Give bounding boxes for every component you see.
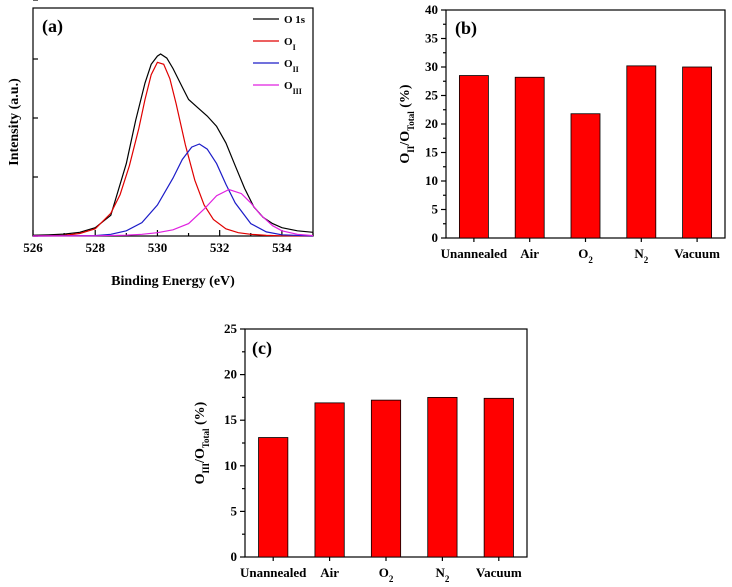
panel-b-y-tick-label: 25 — [425, 88, 439, 103]
series-line-OI — [32, 61, 314, 237]
panel-b-label: (b) — [455, 18, 477, 39]
series-line-O1s — [32, 53, 314, 236]
x-tick-label-n: N2 — [435, 565, 449, 584]
panel-a: 526 528 530 532 534 Binding Energy (eV) Intens… — [7, 0, 314, 289]
legend-entry-sub: II — [293, 65, 299, 74]
panel-b-y-tick-label: 0 — [432, 230, 439, 245]
panel-b-y-tick-label: 35 — [425, 31, 439, 46]
panel-a-frame — [32, 7, 314, 237]
panel-c-y-tick-label: 25 — [224, 321, 238, 336]
x-tick-label-vacuum: Vacuum — [476, 565, 522, 580]
legend-entry: OI — [284, 36, 296, 52]
legend-entry-main: O — [284, 36, 293, 48]
y-title-main: O — [398, 153, 413, 164]
panel-a-y-axis-title: Intensity (a.u.) — [7, 78, 22, 166]
legend-entry: O 1s — [284, 14, 306, 26]
y-title-unit: (%) — [398, 84, 413, 111]
x-tick-label-main: Unannealed — [240, 565, 307, 580]
x-tick-label-main: Air — [520, 246, 539, 261]
x-tick-label-sub: 2 — [389, 574, 394, 584]
x-tick-label-o: O2 — [379, 565, 394, 584]
panel-a-x-tick-label: 528 — [85, 240, 105, 255]
y-title-sub: III — [201, 462, 211, 473]
bar-vacuum — [483, 397, 514, 558]
series-line-OII — [32, 143, 314, 237]
x-tick-label-unannealed: Unannealed — [240, 565, 307, 580]
y-title-main: O — [193, 473, 208, 484]
x-tick-label-sub: 2 — [445, 574, 450, 584]
panel-b-y-tick-label: 10 — [425, 173, 438, 188]
panel-c-y-tick-label: 15 — [224, 412, 238, 427]
x-tick-label-n: N2 — [634, 246, 648, 265]
panel-c-y-tick-label: 10 — [224, 458, 237, 473]
panel-c-y-axis-title: OIII/OTotal (%) — [193, 401, 211, 484]
x-tick-label-air: Air — [520, 246, 539, 261]
x-tick-label-o: O2 — [578, 246, 593, 265]
panel-b-y-tick-label: 5 — [432, 202, 439, 217]
bar-air — [514, 76, 545, 239]
bar-n — [427, 396, 458, 558]
bar-unannealed — [458, 75, 489, 239]
x-tick-label-main: Vacuum — [476, 565, 522, 580]
legend-entry: OII — [284, 58, 299, 74]
bar-o — [570, 113, 601, 239]
bar-vacuum — [682, 66, 713, 239]
panel-b-y-tick-label: 40 — [425, 2, 438, 17]
legend-entry-sub: I — [293, 43, 296, 52]
legend-entry: OIII — [284, 80, 302, 96]
x-tick-label-main: Unannealed — [441, 246, 508, 261]
legend-entry-sub: III — [293, 87, 302, 96]
bar-n — [626, 65, 657, 239]
y-title-sub: II — [406, 145, 416, 153]
panel-c-y-tick-label: 20 — [224, 367, 237, 382]
panel-a-label: (a) — [42, 16, 63, 37]
panel-b-y-tick-label: 20 — [425, 116, 438, 131]
bar-o — [370, 399, 402, 558]
x-tick-label-vacuum: Vacuum — [674, 246, 720, 261]
y-title-sub: Total — [201, 428, 211, 448]
x-tick-label-main: O — [379, 565, 389, 580]
y-title-mid: /O — [193, 448, 208, 464]
y-title-unit: (%) — [193, 401, 208, 428]
x-tick-label-air: Air — [320, 565, 339, 580]
x-tick-label-main: Air — [320, 565, 339, 580]
x-tick-label-sub: 2 — [588, 255, 593, 265]
panel-c-y-tick-label: 5 — [231, 503, 238, 518]
x-tick-label-main: N — [435, 565, 445, 580]
y-title-mid: /O — [398, 131, 413, 147]
legend-entry-main: O — [284, 80, 293, 92]
x-tick-label-main: N — [634, 246, 644, 261]
bar-unannealed — [258, 437, 289, 558]
x-tick-label-main: O — [578, 246, 588, 261]
panel-a-x-tick-label: 530 — [148, 240, 168, 255]
panel-c-y-tick-label: 0 — [231, 549, 238, 564]
series-line-OIII — [32, 188, 314, 237]
panel-b-y-tick-label: 15 — [425, 145, 439, 160]
x-tick-label-sub: 2 — [644, 255, 649, 265]
panel-c-label: (c) — [252, 338, 272, 359]
panel-a-x-tick-label: 526 — [23, 240, 43, 255]
x-tick-label-main: Vacuum — [674, 246, 720, 261]
bar-air — [314, 402, 345, 558]
panel-b-y-tick-label: 30 — [425, 59, 438, 74]
y-title-sub: Total — [406, 111, 416, 131]
x-tick-label-unannealed: Unannealed — [441, 246, 508, 261]
panel-a-x-axis-title: Binding Energy (eV) — [111, 274, 235, 289]
panel-b-y-axis-title: OII/OTotal (%) — [398, 84, 416, 164]
panel-a-x-tick-label: 532 — [210, 240, 230, 255]
legend-entry-main: O — [284, 58, 293, 70]
panel-a-x-tick-label: 534 — [272, 240, 292, 255]
